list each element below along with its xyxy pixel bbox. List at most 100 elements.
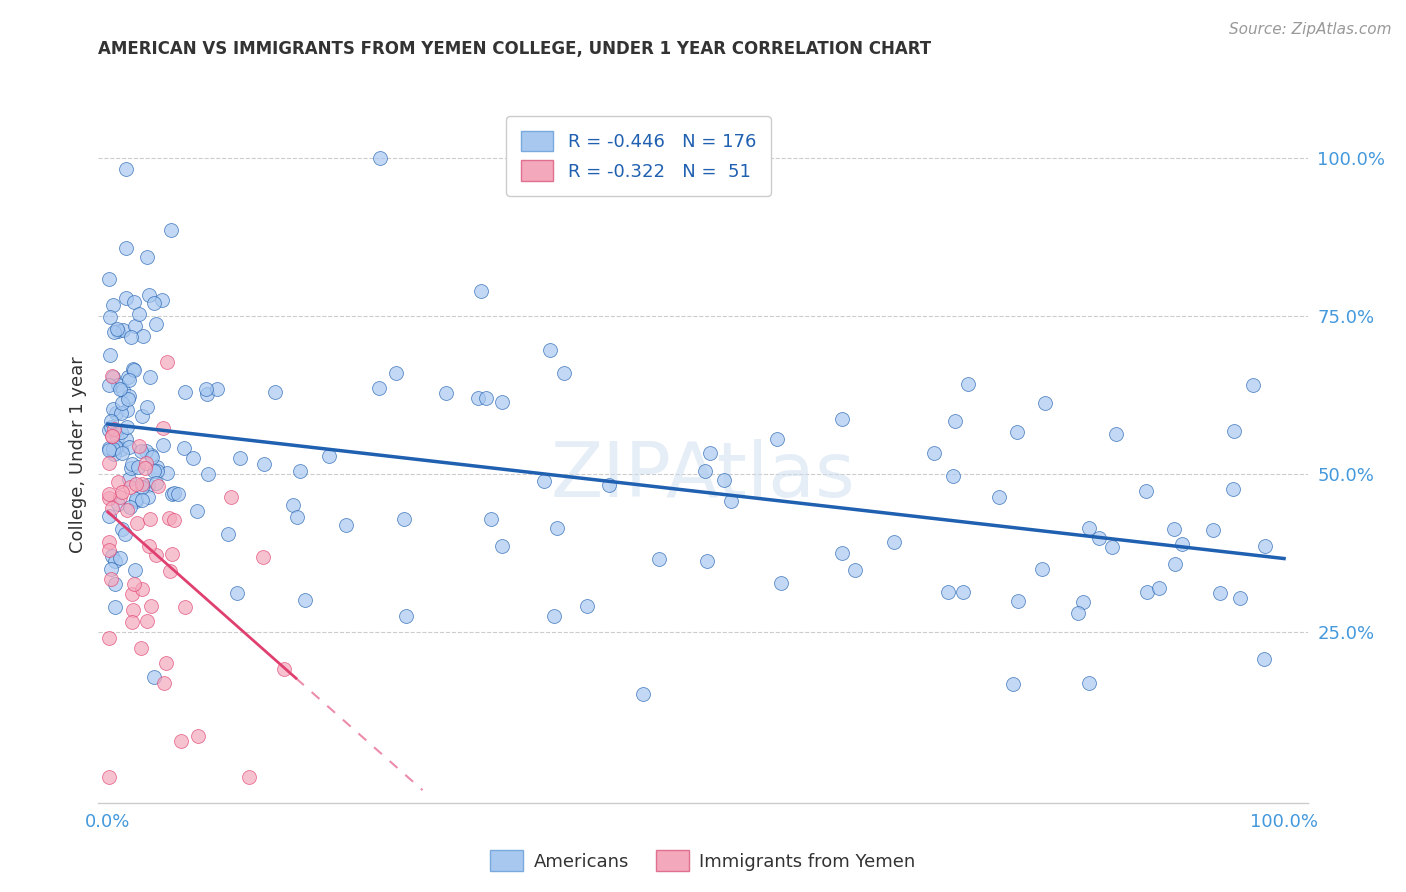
Point xyxy=(1002,676,1025,690)
Point xyxy=(146,464,169,478)
Point xyxy=(956,377,979,392)
Point xyxy=(1254,539,1277,553)
Point xyxy=(110,551,132,566)
Point xyxy=(922,446,945,460)
Point xyxy=(166,487,188,501)
Point xyxy=(122,576,145,591)
Point xyxy=(197,467,219,481)
Point xyxy=(155,466,177,480)
Point xyxy=(103,325,125,339)
Point xyxy=(100,429,122,443)
Point xyxy=(100,419,122,434)
Point xyxy=(117,440,139,454)
Point xyxy=(720,493,742,508)
Point xyxy=(124,319,146,334)
Point xyxy=(111,396,134,410)
Legend: R = -0.446   N = 176, R = -0.322   N =  51: R = -0.446 N = 176, R = -0.322 N = 51 xyxy=(506,116,770,195)
Point xyxy=(285,509,308,524)
Point xyxy=(163,486,186,500)
Point xyxy=(152,438,174,452)
Point xyxy=(142,670,165,684)
Point xyxy=(107,378,129,392)
Point xyxy=(1202,523,1225,537)
Point xyxy=(156,355,179,369)
Point xyxy=(533,474,555,488)
Point xyxy=(1031,561,1053,575)
Point xyxy=(598,477,620,491)
Point xyxy=(392,512,415,526)
Point xyxy=(1222,482,1244,496)
Point xyxy=(98,509,121,524)
Point xyxy=(169,733,191,747)
Point xyxy=(1163,522,1185,536)
Point xyxy=(553,366,575,380)
Point xyxy=(1033,396,1056,410)
Point xyxy=(110,442,132,456)
Point xyxy=(145,548,167,562)
Point xyxy=(160,547,183,561)
Point xyxy=(117,370,139,384)
Point xyxy=(110,382,132,396)
Point xyxy=(150,293,173,307)
Point xyxy=(98,456,121,470)
Point xyxy=(173,384,195,399)
Point xyxy=(491,395,513,409)
Point xyxy=(1077,676,1099,690)
Point xyxy=(118,389,141,403)
Point xyxy=(648,551,671,566)
Point xyxy=(117,392,139,407)
Point xyxy=(155,657,177,671)
Point xyxy=(479,512,502,526)
Point xyxy=(142,464,165,478)
Point xyxy=(936,584,959,599)
Point xyxy=(122,363,145,377)
Point xyxy=(122,603,145,617)
Point xyxy=(538,343,561,357)
Point xyxy=(139,370,162,384)
Point xyxy=(111,446,134,460)
Point xyxy=(110,490,132,504)
Point xyxy=(157,510,180,524)
Point xyxy=(385,366,408,380)
Y-axis label: College, Under 1 year: College, Under 1 year xyxy=(69,357,87,553)
Point xyxy=(120,330,142,344)
Point xyxy=(103,447,125,461)
Point xyxy=(1135,584,1157,599)
Point xyxy=(135,444,157,458)
Point xyxy=(987,490,1010,504)
Point xyxy=(467,391,489,405)
Legend: Americans, Immigrants from Yemen: Americans, Immigrants from Yemen xyxy=(484,843,922,879)
Point xyxy=(136,490,159,504)
Point xyxy=(118,373,141,387)
Point xyxy=(98,310,121,325)
Point xyxy=(98,534,121,549)
Point xyxy=(575,599,598,613)
Point xyxy=(139,511,162,525)
Point xyxy=(1164,557,1187,571)
Point xyxy=(181,451,204,466)
Point xyxy=(114,161,136,176)
Point xyxy=(1209,586,1232,600)
Point xyxy=(546,521,568,535)
Point xyxy=(160,223,183,237)
Point xyxy=(159,565,181,579)
Point xyxy=(105,431,128,445)
Point xyxy=(131,582,153,596)
Text: AMERICAN VS IMMIGRANTS FROM YEMEN COLLEGE, UNDER 1 YEAR CORRELATION CHART: AMERICAN VS IMMIGRANTS FROM YEMEN COLLEG… xyxy=(98,40,932,58)
Point xyxy=(139,448,162,462)
Point xyxy=(125,492,148,507)
Point xyxy=(98,442,121,457)
Point xyxy=(105,406,128,420)
Point xyxy=(160,487,183,501)
Point xyxy=(101,429,124,443)
Point xyxy=(1229,591,1251,606)
Point xyxy=(1007,425,1029,439)
Point xyxy=(1067,607,1090,621)
Point xyxy=(120,500,142,514)
Point xyxy=(101,501,124,516)
Point xyxy=(110,406,132,420)
Point xyxy=(696,554,718,568)
Point xyxy=(136,401,159,415)
Point xyxy=(943,414,966,428)
Point xyxy=(152,421,174,435)
